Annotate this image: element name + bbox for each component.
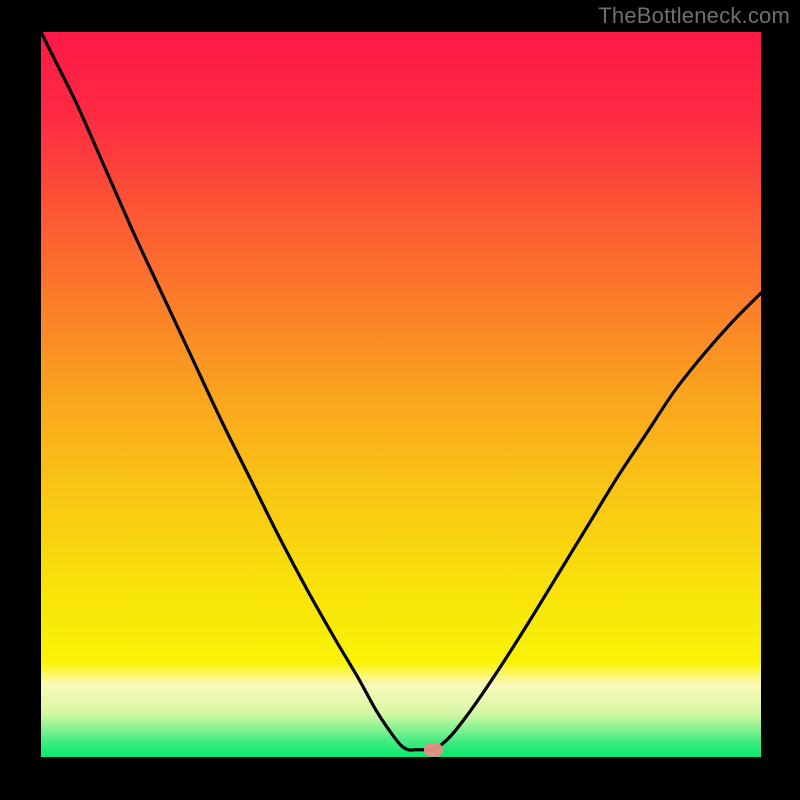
plot-area (41, 32, 761, 757)
plot-svg (41, 32, 761, 757)
chart-container: TheBottleneck.com (0, 0, 800, 800)
watermark-text: TheBottleneck.com (598, 3, 790, 29)
optimum-marker (424, 743, 443, 757)
gradient-background (41, 32, 761, 757)
